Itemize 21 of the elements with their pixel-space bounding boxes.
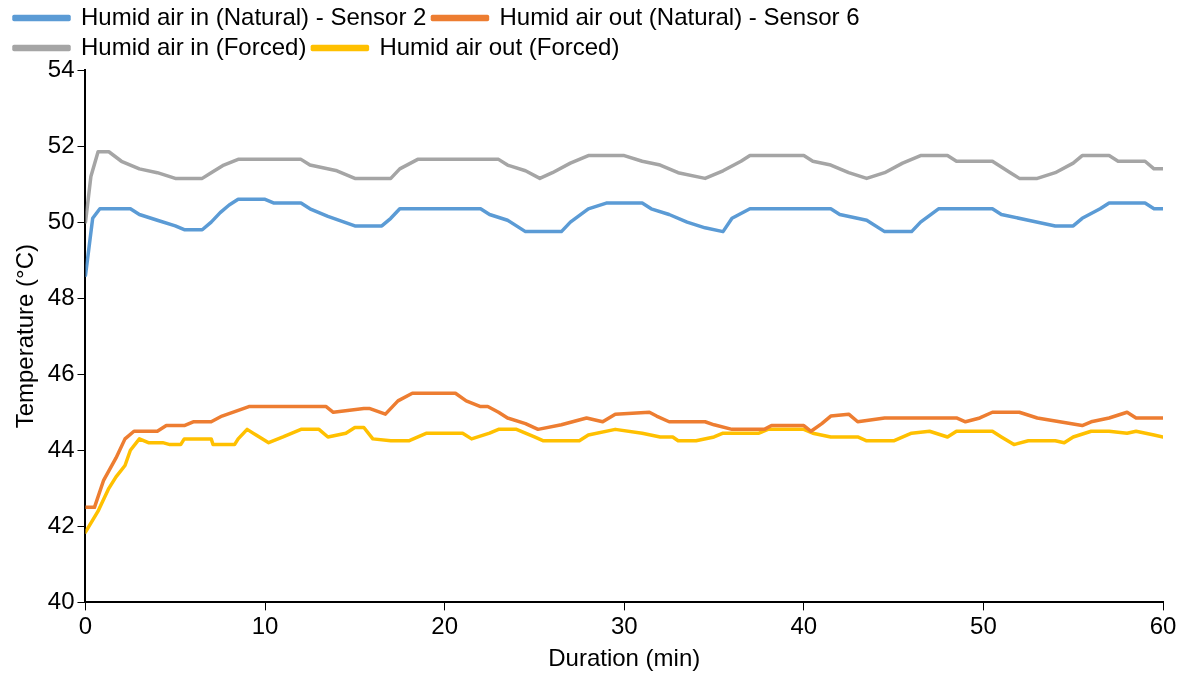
x-tick-label: 10 <box>251 612 279 640</box>
legend-label: Humid air in (Forced) <box>81 32 307 60</box>
y-tick-label: 44 <box>47 434 75 462</box>
y-tick-label: 52 <box>47 130 75 158</box>
y-tick-label: 42 <box>47 510 75 538</box>
x-tick-label: 30 <box>610 612 638 640</box>
legend-label: Humid air in (Natural) - Sensor 2 <box>81 2 427 30</box>
x-tick-label: 40 <box>790 612 818 640</box>
y-tick-label: 54 <box>47 54 75 82</box>
y-tick-label: 46 <box>47 358 75 386</box>
y-tick-label: 48 <box>47 282 75 310</box>
x-tick-label: 50 <box>970 612 997 640</box>
legend-label: Humid air out (Natural) - Sensor 6 <box>499 2 860 30</box>
x-tick-label: 0 <box>78 612 93 640</box>
y-tick-label: 50 <box>47 206 75 234</box>
y-axis-title: Temperature (°C) <box>11 244 39 429</box>
legend-label: Humid air out (Forced) <box>379 32 620 60</box>
x-tick-label: 60 <box>1149 612 1177 640</box>
y-tick-label: 40 <box>47 587 75 615</box>
x-axis-title: Duration (min) <box>548 644 701 672</box>
x-tick-label: 20 <box>431 612 459 640</box>
